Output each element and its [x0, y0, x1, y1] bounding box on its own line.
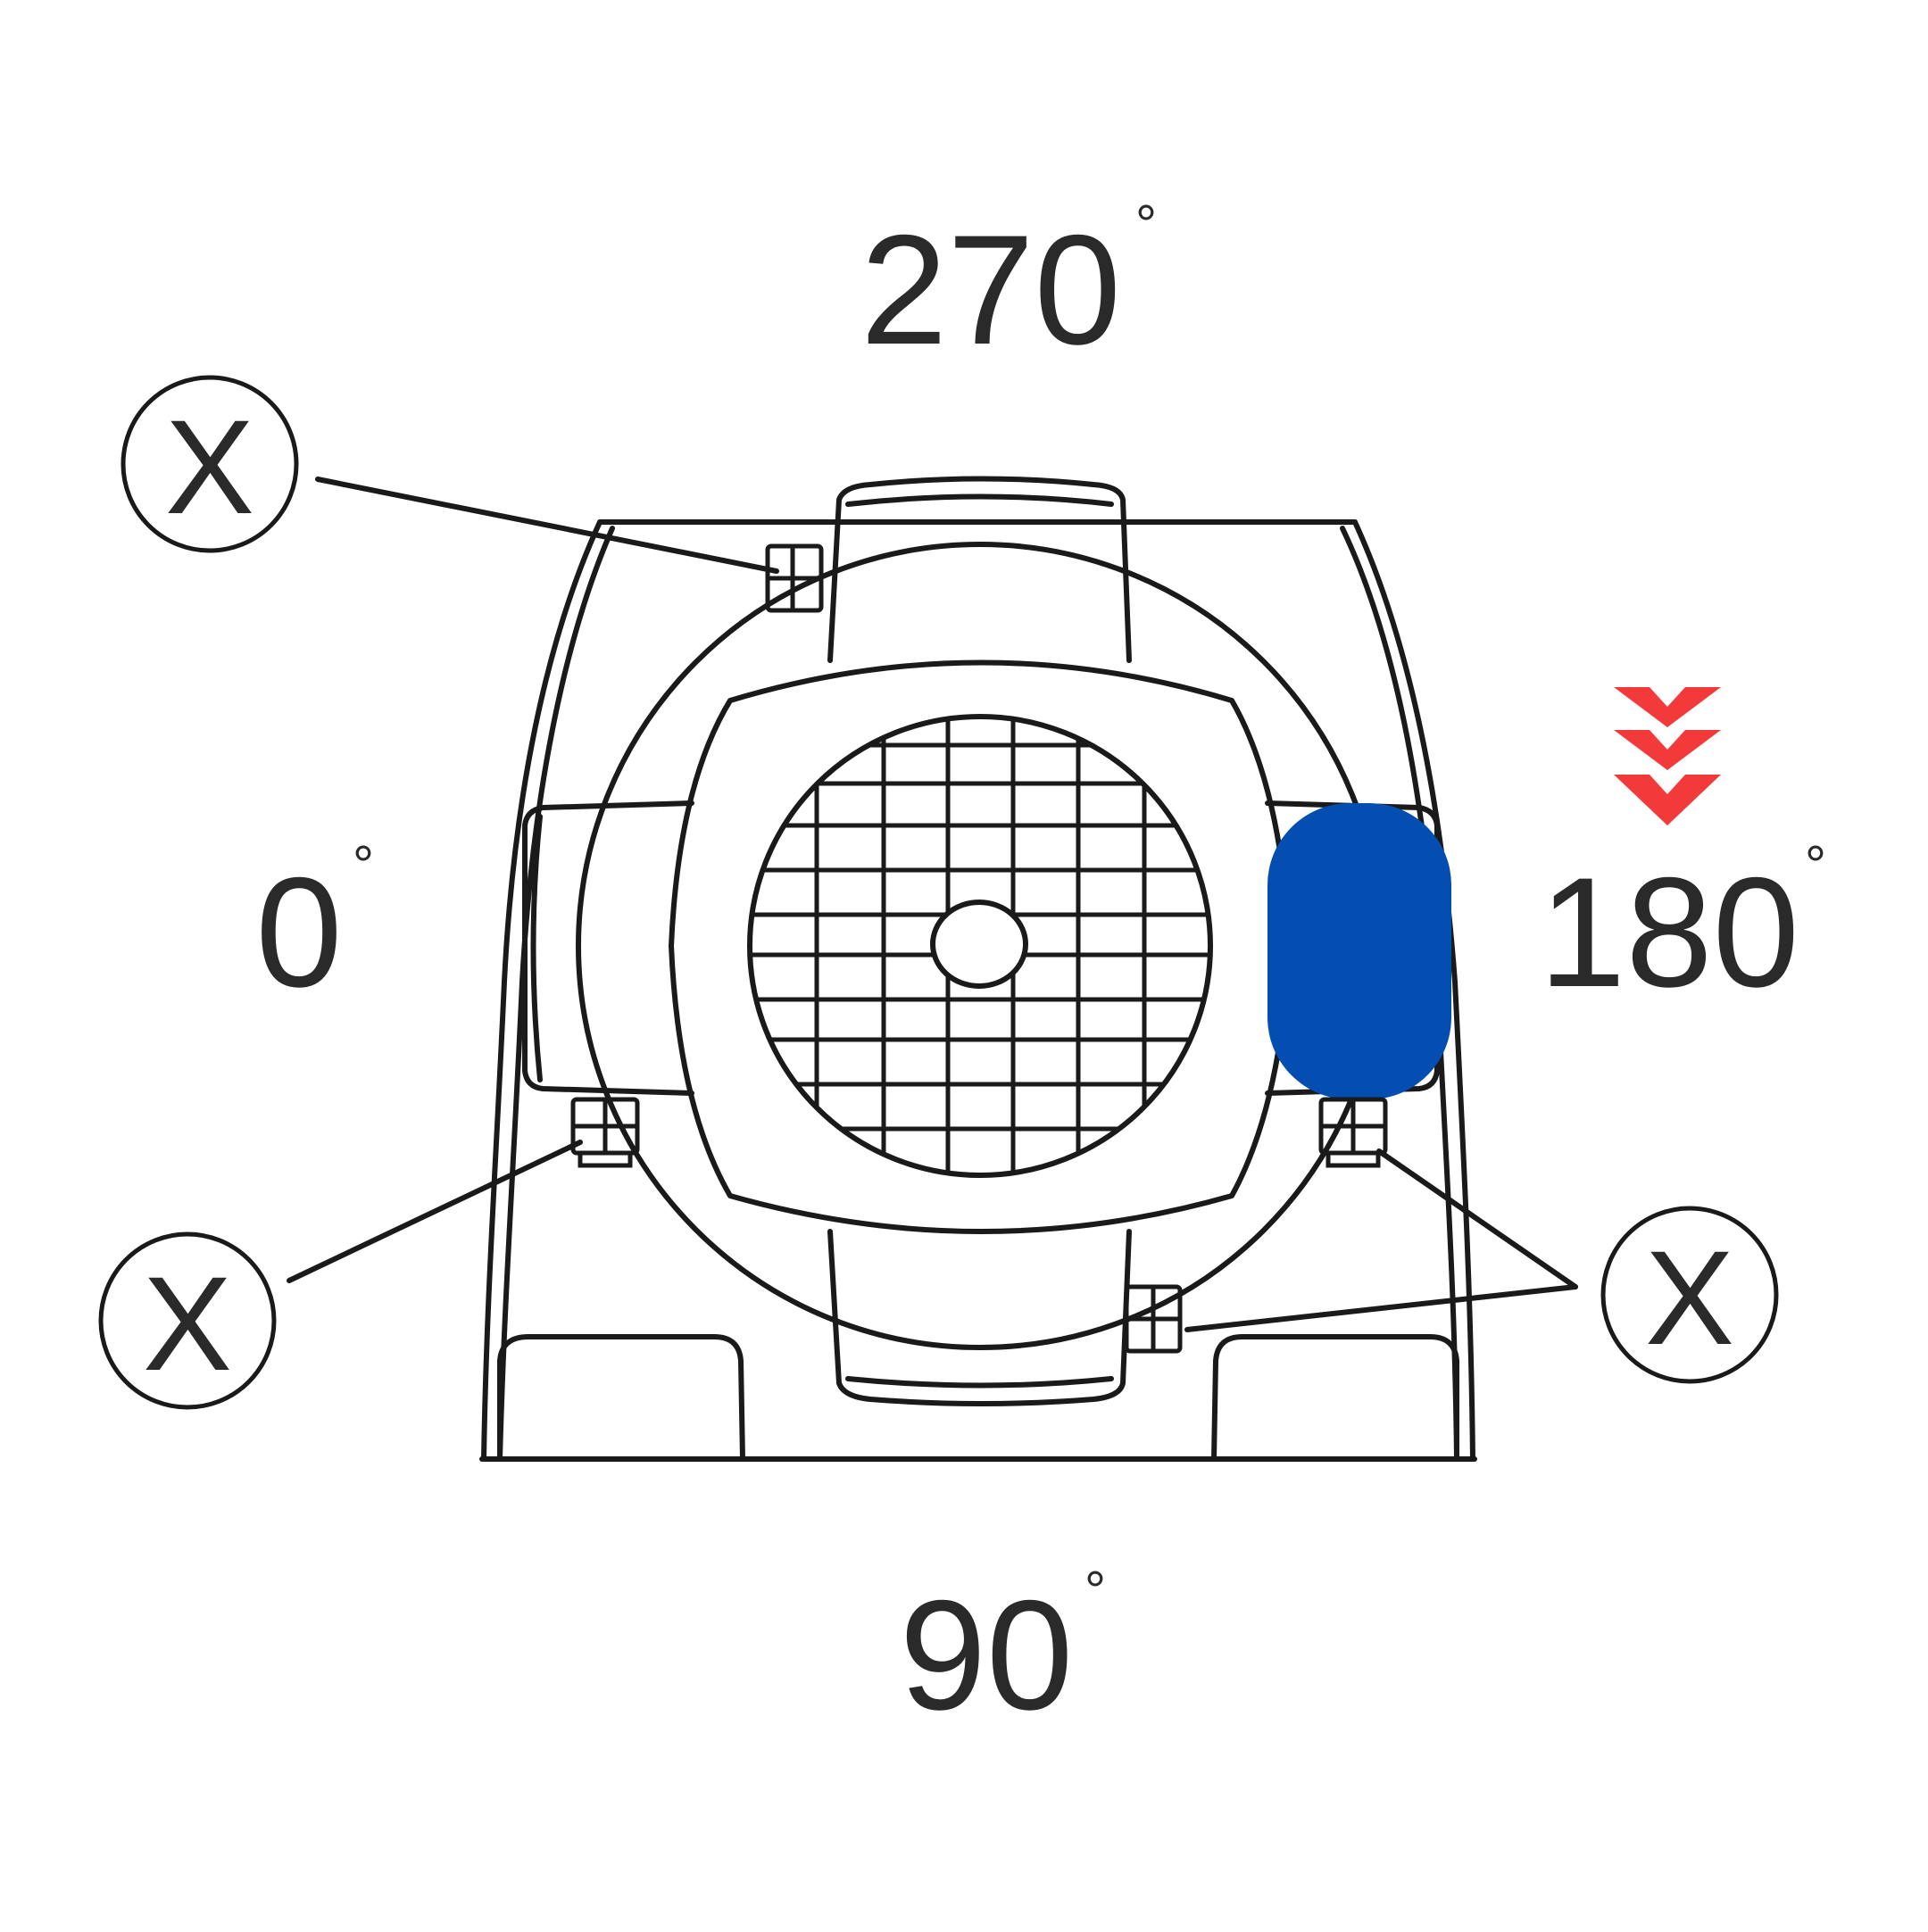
degree-symbol: °	[1135, 195, 1157, 254]
left-boss	[522, 800, 694, 1096]
fan-hub	[930, 900, 1028, 989]
angle-label-bottom: 90 °	[900, 1561, 1106, 1743]
marker-label-lower-right: X	[1645, 1223, 1734, 1372]
angle-label-top: 270 °	[860, 195, 1157, 377]
leader-lines	[287, 477, 1578, 1332]
angle-value-90: 90	[900, 1569, 1074, 1743]
x-marker-icon: X	[98, 1231, 277, 1410]
degree-symbol: °	[353, 835, 374, 895]
x-marker-icon: X	[1600, 1206, 1779, 1384]
angle-value-180: 180	[1539, 846, 1799, 1020]
degree-symbol: °	[1805, 835, 1826, 895]
triple-chevron-down-icon	[1614, 687, 1721, 825]
motor-fan-cover	[669, 659, 1292, 1234]
terminal-box	[1267, 803, 1451, 1099]
plug-lower-left	[570, 1097, 640, 1168]
angle-label-left: 0 °	[255, 835, 374, 1020]
plug-bottom-right	[1124, 1284, 1183, 1354]
x-marker-icon: X	[120, 375, 299, 553]
degree-symbol: °	[1084, 1561, 1106, 1621]
fan-grille	[747, 714, 1213, 1178]
plug-lower-right	[1318, 1097, 1388, 1168]
bottom-boss	[827, 1229, 1132, 1406]
angle-label-right: 180 °	[1539, 835, 1826, 1020]
angle-value-0: 0	[255, 846, 342, 1020]
marker-label-upper-left: X	[165, 392, 254, 542]
angle-value-270: 270	[860, 203, 1121, 377]
plug-upper-left	[765, 543, 824, 613]
top-boss	[827, 476, 1132, 663]
marker-label-lower-left: X	[143, 1248, 232, 1398]
